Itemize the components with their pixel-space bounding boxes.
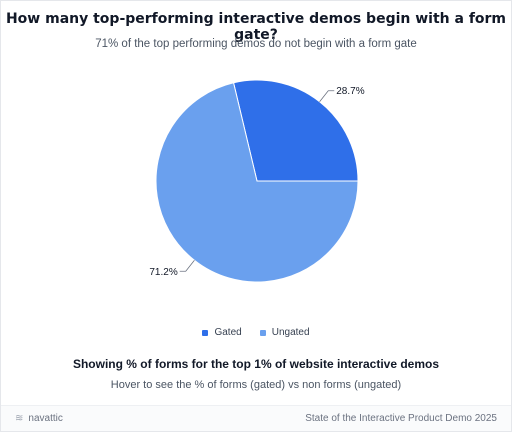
legend-item-ungated[interactable]: Ungated	[259, 327, 310, 338]
legend-item-gated[interactable]: Gated	[202, 327, 242, 338]
chart-legend: Gated Ungated	[1, 327, 511, 338]
leader-line	[319, 90, 335, 102]
legend-label-gated: Gated	[214, 327, 242, 338]
data-label-ungated: 71.2%	[149, 267, 177, 278]
legend-swatch-ungated	[259, 329, 266, 336]
leader-line	[179, 260, 195, 272]
chart-subtitle: 71% of the top performing demos do not b…	[95, 38, 417, 50]
hover-hint: Hover to see the % of forms (gated) vs n…	[110, 379, 402, 391]
data-label-gated: 28.7%	[336, 86, 364, 97]
navattic-logo-icon: ≋	[15, 412, 24, 424]
chart-title: How many top-performing interactive demo…	[5, 11, 507, 43]
legend-swatch-gated	[202, 329, 209, 336]
brand-name: navattic	[28, 413, 63, 424]
chart-footnote: Showing % of forms for the top 1% of web…	[72, 357, 440, 371]
brand[interactable]: ≋ navattic	[15, 413, 63, 424]
source-label: State of the Interactive Product Demo 20…	[305, 413, 497, 424]
footer-bar: ≋ navattic State of the Interactive Prod…	[1, 405, 511, 431]
legend-label-ungated: Ungated	[271, 327, 310, 338]
